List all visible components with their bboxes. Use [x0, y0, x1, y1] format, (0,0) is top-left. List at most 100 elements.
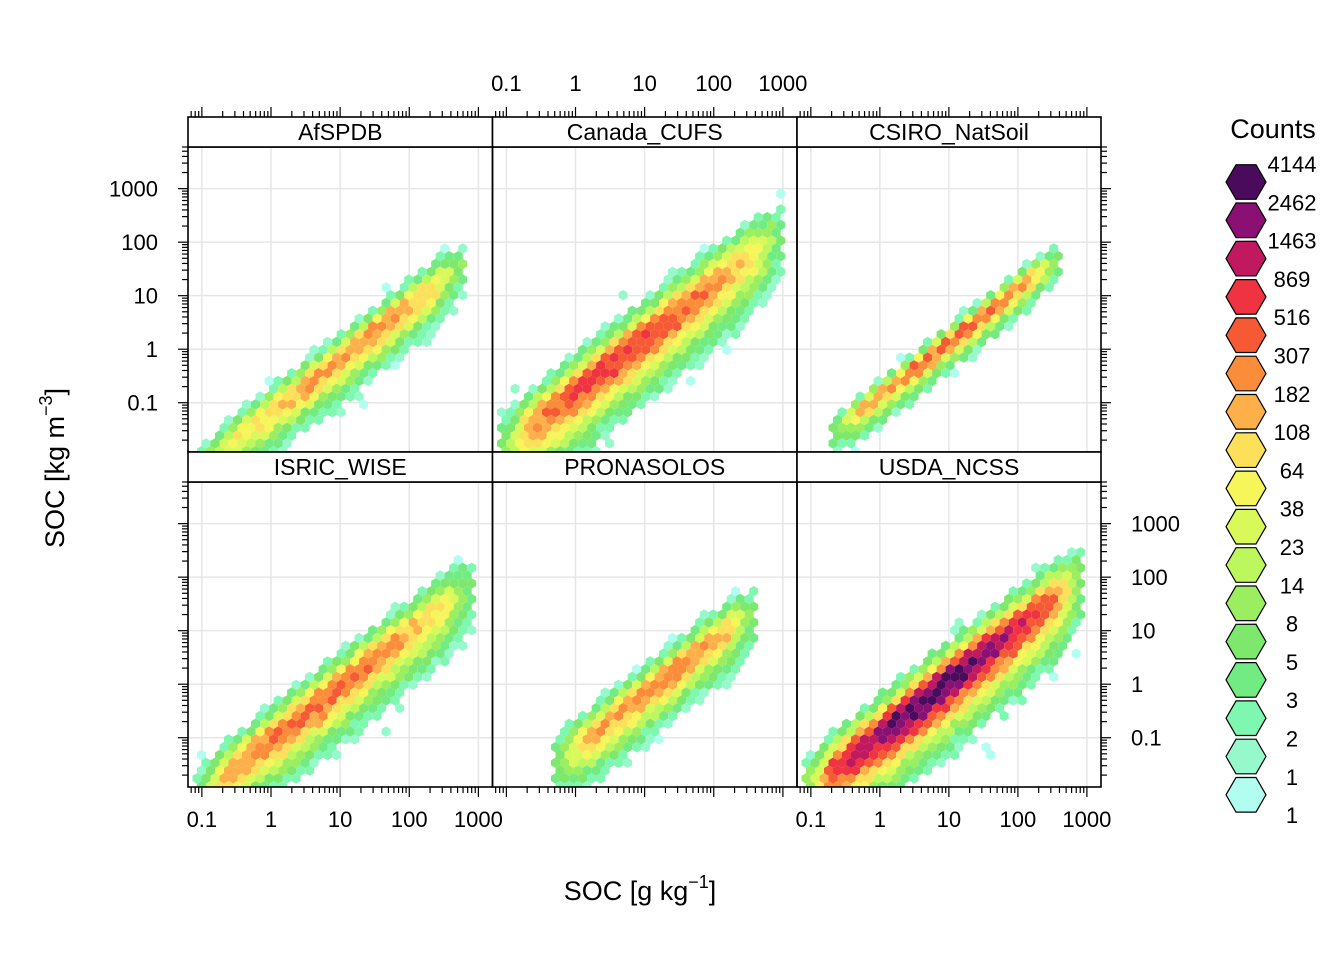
hexbin-cell: [873, 422, 883, 433]
hexbin-cell: [264, 773, 274, 784]
hexbin-cell: [704, 648, 714, 659]
hexbin-cell: [381, 695, 391, 706]
hexbin-cell: [936, 679, 946, 690]
hexbin-cell: [810, 773, 820, 784]
hexbin-cell: [815, 765, 824, 776]
hexbin-cell: [600, 749, 610, 761]
hexbin-cell: [704, 282, 714, 293]
hexbin-cell: [677, 282, 687, 293]
hexbin-cell: [1022, 656, 1032, 667]
hexbin-cell: [510, 446, 520, 452]
hexbin-cell: [690, 687, 700, 698]
hexbin-cell: [744, 640, 754, 651]
hexbin-cell: [909, 710, 919, 722]
hexbin-cell: [936, 344, 946, 355]
hexbin-cell: [458, 625, 468, 636]
hexbin-cell: [237, 757, 247, 768]
hexbin-cell: [345, 329, 355, 340]
hexbin-cell: [314, 671, 324, 683]
hexbin-cell: [686, 266, 696, 277]
hexbin-cell: [923, 368, 933, 379]
hexbin-cell: [296, 399, 306, 410]
hexbin-cell: [891, 757, 901, 768]
hexbin-cell: [708, 321, 718, 332]
hexbin-cell: [699, 656, 709, 667]
hexbin-cell: [767, 266, 777, 277]
hexbin-cell: [717, 671, 727, 683]
hexbin-cell: [722, 329, 732, 340]
hexbin-cell: [519, 399, 529, 410]
hexbin-cell: [686, 329, 696, 340]
hexbin-cell: [695, 360, 705, 371]
legend-label: 38: [1280, 497, 1304, 522]
hexbin-cell: [654, 718, 664, 729]
hexbin-cell: [1008, 313, 1018, 324]
hexbin-cell: [731, 617, 741, 628]
hexbin-cell: [1008, 617, 1018, 628]
hexbin-cell: [873, 695, 883, 706]
hexbin-cell: [269, 446, 279, 452]
hexbin-cell: [528, 430, 538, 441]
hexbin-cell: [860, 781, 870, 787]
hexbin-cell: [1035, 632, 1045, 644]
hexbin-cell: [1013, 671, 1023, 683]
hexbin-cell: [605, 742, 615, 753]
hexbin-cell: [690, 290, 700, 301]
hexbin-cell: [618, 321, 628, 332]
hexbin-cell: [722, 235, 732, 246]
hexbin-cell: [560, 422, 570, 433]
hexbin-cell: [453, 266, 463, 277]
hexbin-cell: [291, 407, 301, 418]
hexbin-cell: [968, 656, 978, 667]
hexbin-cell: [390, 648, 400, 659]
hexbin-cell: [699, 687, 709, 698]
hexbin-cell: [591, 718, 601, 729]
hexbin-cell: [986, 703, 996, 714]
hexbin-cell: [1022, 274, 1032, 285]
hexbin-cell: [636, 368, 646, 379]
hexbin-cell: [537, 383, 547, 394]
hexbin-cell: [932, 703, 942, 714]
hexbin-cell: [399, 648, 409, 659]
hexbin-cell: [224, 781, 233, 787]
hexbin-cell: [909, 773, 919, 784]
hexbin-cell: [395, 305, 405, 316]
hexbin-cell: [936, 695, 946, 706]
hexbin-cell: [704, 344, 714, 355]
hexbin-cell: [417, 648, 427, 659]
hexbin-cell: [618, 703, 628, 714]
hexbin-cell: [896, 765, 906, 776]
hexbin-cell: [564, 399, 574, 410]
hexbin-cell: [1049, 671, 1059, 683]
hexbin-cell: [296, 765, 306, 776]
hexbin-cell: [596, 773, 606, 784]
hexbin-cell: [744, 274, 754, 285]
hexbin-cell: [587, 360, 597, 371]
hexbin-cell: [578, 726, 588, 737]
hexbin-cell: [555, 765, 565, 776]
legend-label: 307: [1274, 344, 1311, 369]
hexbin-cell: [722, 297, 732, 309]
legend-swatch: [1225, 623, 1267, 660]
hexbin-cell: [377, 687, 387, 698]
hexbin-cell: [740, 617, 750, 628]
hexbin-cell: [681, 640, 691, 651]
hexbin-cell: [555, 399, 565, 410]
hexbin-cell: [269, 399, 279, 410]
hexbin-cell: [318, 664, 328, 675]
hexbin-cell: [524, 391, 533, 402]
hexbin-cell: [431, 274, 441, 285]
hexbin-cell: [564, 368, 574, 379]
hexbin-cell: [699, 274, 709, 285]
hexbin-cell: [771, 243, 781, 254]
hexbin-cell: [591, 399, 601, 410]
hexbin-cell: [905, 734, 915, 745]
hexbin-cell: [386, 609, 396, 620]
hexbin-cell: [846, 407, 856, 418]
hexbin-cell: [860, 749, 870, 761]
hexbin-cell: [372, 632, 382, 644]
hexbin-cell: [282, 375, 292, 387]
hexbin-cell: [287, 430, 297, 441]
hexbin-cell: [327, 664, 337, 675]
hexbin-cell: [923, 703, 933, 714]
